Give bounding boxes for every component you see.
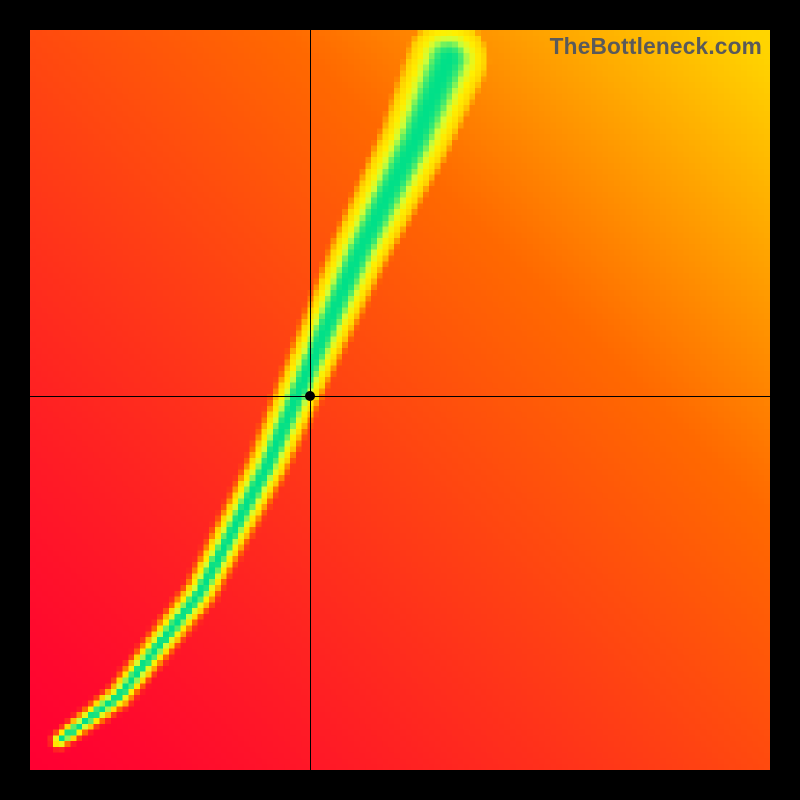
watermark-label: TheBottleneck.com — [550, 33, 762, 60]
heatmap-canvas — [30, 30, 770, 770]
crosshair-horizontal — [30, 396, 770, 397]
crosshair-point — [305, 391, 315, 401]
bottleneck-heatmap — [30, 30, 770, 770]
